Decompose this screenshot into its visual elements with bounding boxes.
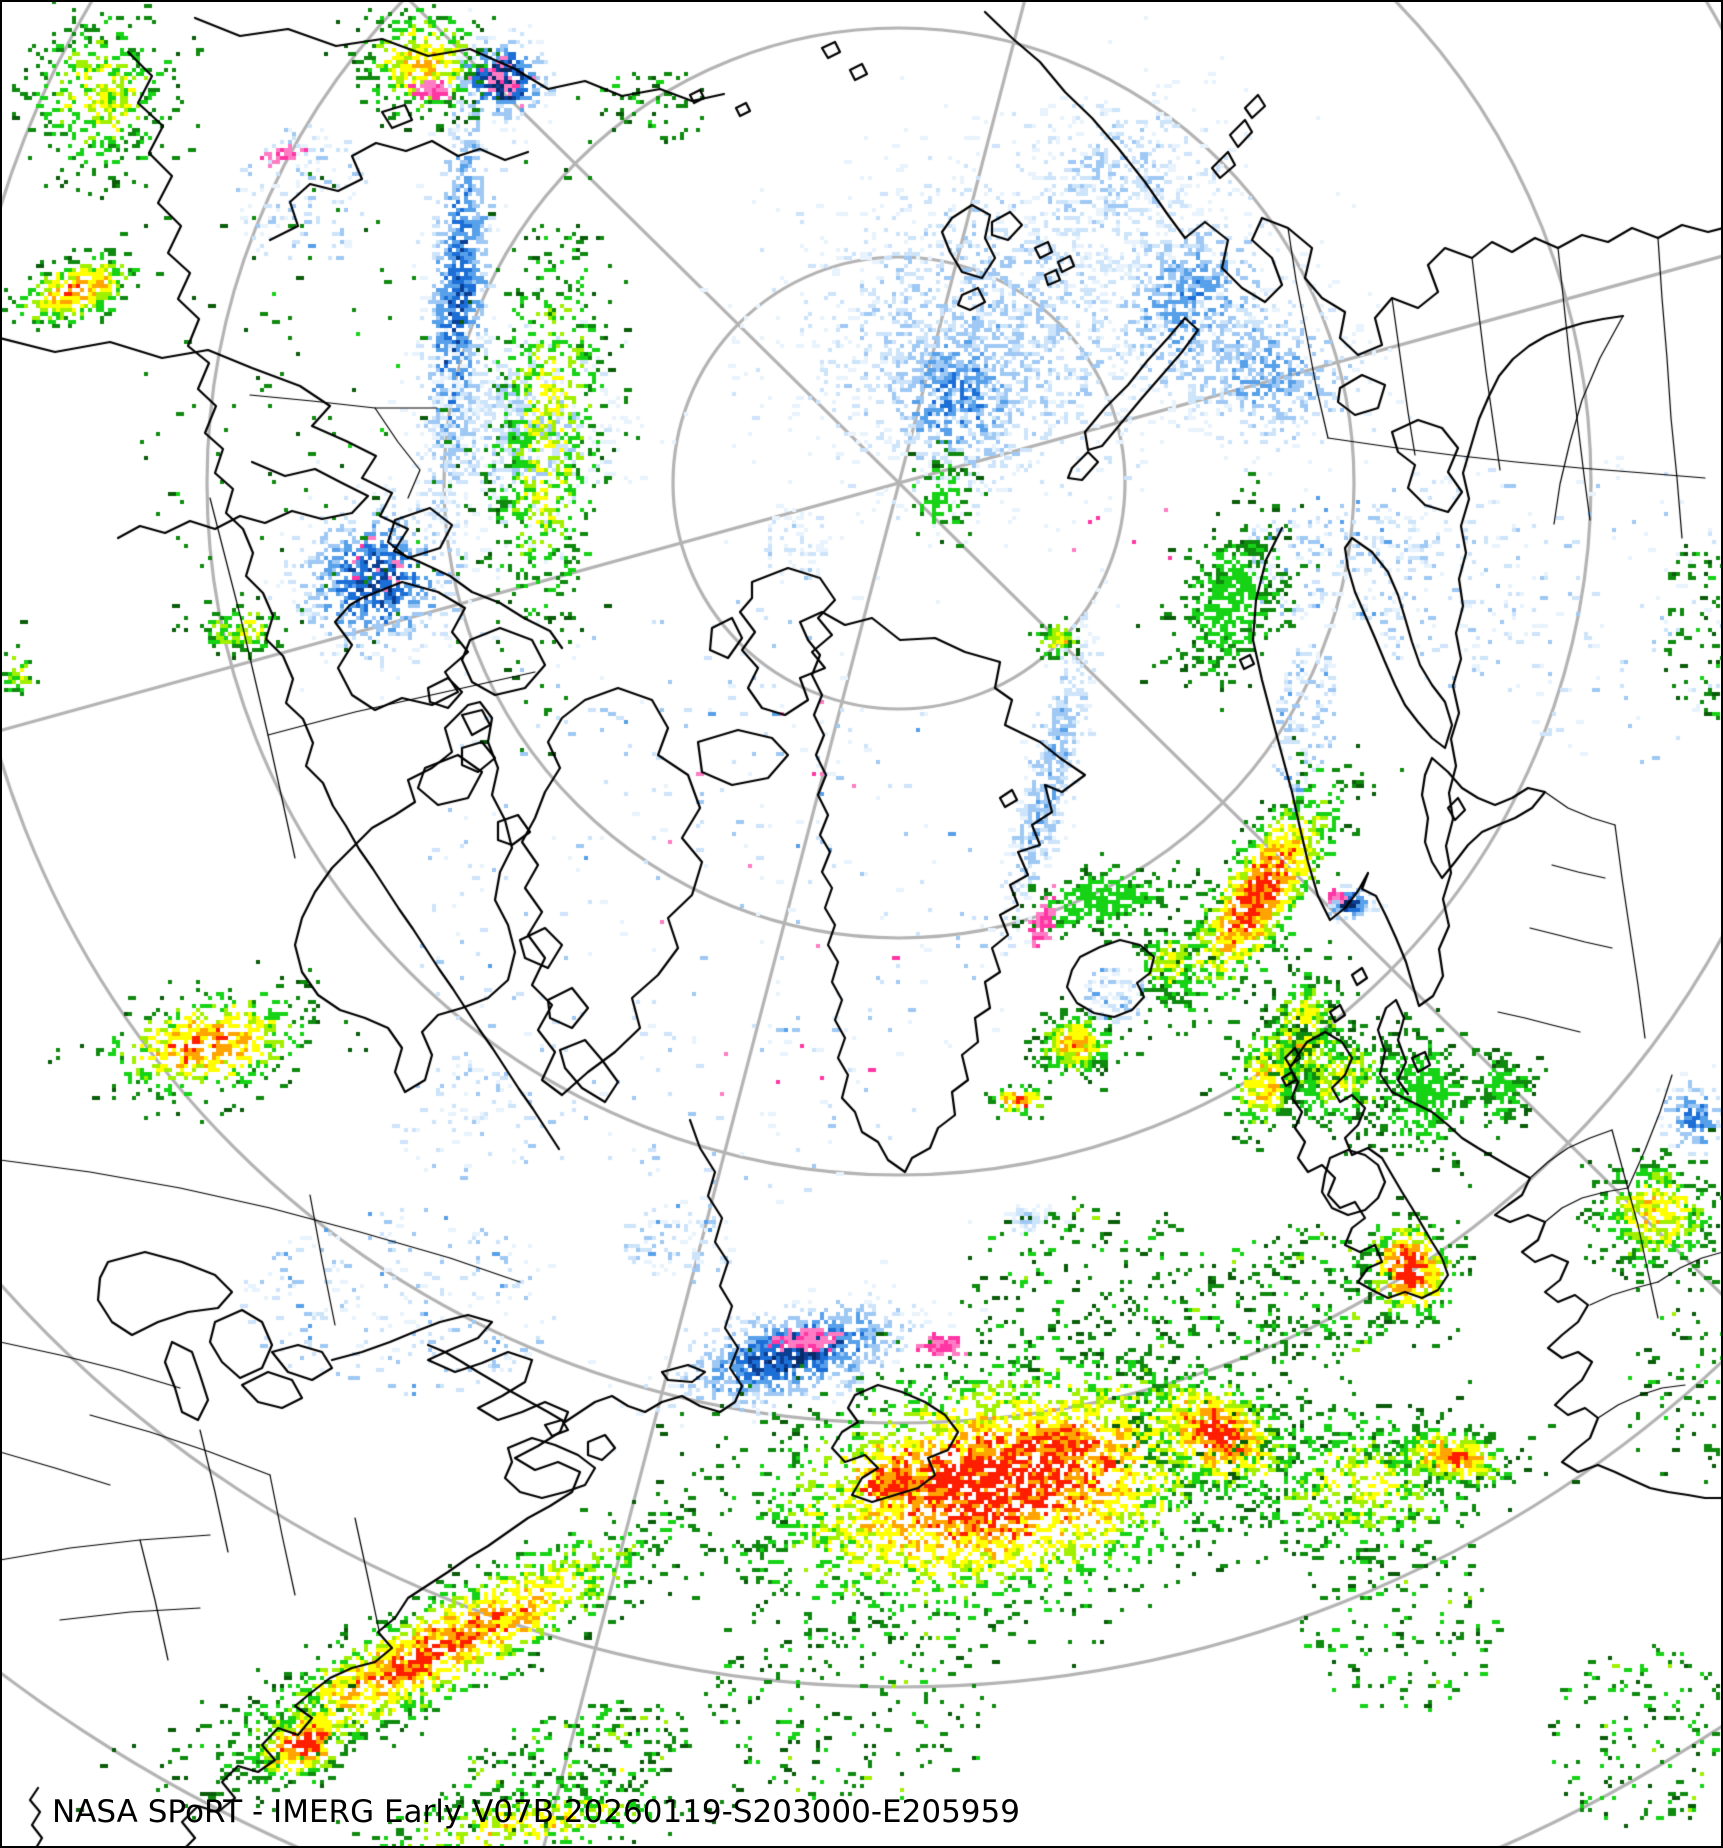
map-title: NASA SPoRT - IMERG Early V07B 20260119-S… [52,1794,1020,1830]
